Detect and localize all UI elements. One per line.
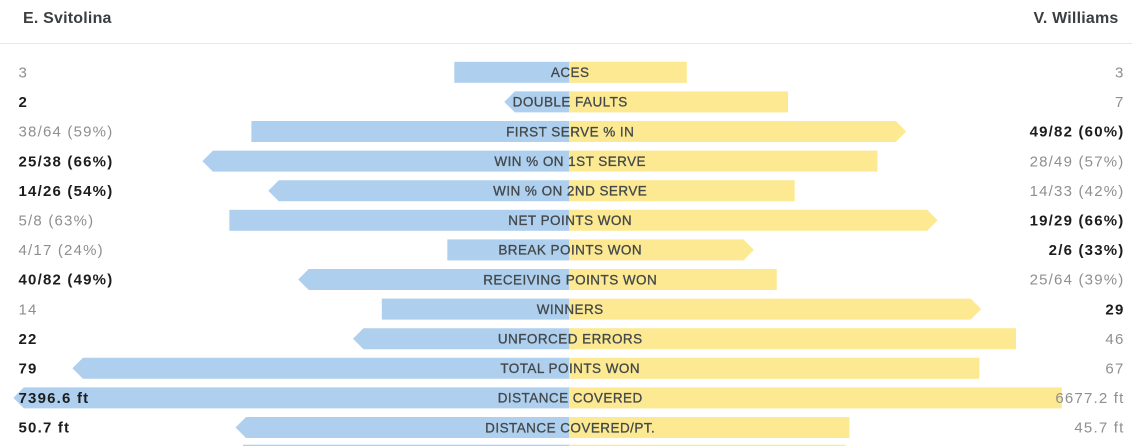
- svg-text:DOUBLE FAULTS: DOUBLE FAULTS: [513, 95, 628, 110]
- svg-text:7396.6 ft: 7396.6 ft: [19, 390, 90, 407]
- svg-text:RECEIVING POINTS WON: RECEIVING POINTS WON: [483, 272, 657, 287]
- svg-text:DISTANCE COVERED: DISTANCE COVERED: [498, 391, 643, 406]
- svg-text:ACES: ACES: [551, 65, 590, 80]
- svg-text:14/26 (54%): 14/26 (54%): [19, 183, 114, 200]
- svg-text:28/49 (57%): 28/49 (57%): [1030, 153, 1125, 170]
- svg-text:5/8 (63%): 5/8 (63%): [19, 213, 95, 230]
- svg-text:29: 29: [1105, 301, 1124, 318]
- svg-text:3: 3: [1115, 65, 1125, 82]
- svg-text:25/64 (39%): 25/64 (39%): [1030, 272, 1125, 289]
- svg-text:BREAK POINTS WON: BREAK POINTS WON: [498, 243, 642, 258]
- svg-text:2/6 (33%): 2/6 (33%): [1049, 242, 1125, 259]
- svg-text:50.7 ft: 50.7 ft: [19, 420, 71, 437]
- svg-text:NET POINTS WON: NET POINTS WON: [508, 213, 632, 228]
- svg-text:E. Svitolina: E. Svitolina: [23, 10, 112, 27]
- svg-text:19/29 (66%): 19/29 (66%): [1030, 213, 1125, 230]
- svg-text:22: 22: [19, 331, 38, 348]
- svg-text:25/38 (66%): 25/38 (66%): [19, 153, 114, 170]
- svg-text:V. Williams: V. Williams: [1033, 10, 1118, 27]
- svg-text:4/17 (24%): 4/17 (24%): [19, 242, 104, 259]
- svg-text:DISTANCE COVERED/PT.: DISTANCE COVERED/PT.: [485, 420, 655, 435]
- svg-text:FIRST SERVE % IN: FIRST SERVE % IN: [506, 124, 634, 139]
- svg-text:38/64 (59%): 38/64 (59%): [19, 124, 114, 141]
- svg-text:TOTAL POINTS WON: TOTAL POINTS WON: [500, 361, 640, 376]
- svg-text:67: 67: [1105, 361, 1124, 378]
- svg-text:UNFORCED ERRORS: UNFORCED ERRORS: [498, 332, 643, 347]
- svg-text:49/82 (60%): 49/82 (60%): [1030, 124, 1125, 141]
- svg-text:2: 2: [19, 94, 29, 111]
- svg-text:40/82 (49%): 40/82 (49%): [19, 272, 114, 289]
- svg-text:79: 79: [19, 361, 38, 378]
- svg-text:WIN % ON 1ST SERVE: WIN % ON 1ST SERVE: [494, 154, 646, 169]
- svg-text:45.7 ft: 45.7 ft: [1074, 420, 1124, 437]
- svg-text:3: 3: [19, 65, 29, 82]
- svg-text:WINNERS: WINNERS: [537, 302, 604, 317]
- svg-text:WIN % ON 2ND SERVE: WIN % ON 2ND SERVE: [493, 184, 647, 199]
- svg-text:14/33 (42%): 14/33 (42%): [1030, 183, 1125, 200]
- svg-text:46: 46: [1105, 331, 1124, 348]
- svg-text:14: 14: [19, 301, 38, 318]
- svg-text:7: 7: [1115, 94, 1125, 111]
- svg-text:6677.2 ft: 6677.2 ft: [1055, 390, 1124, 407]
